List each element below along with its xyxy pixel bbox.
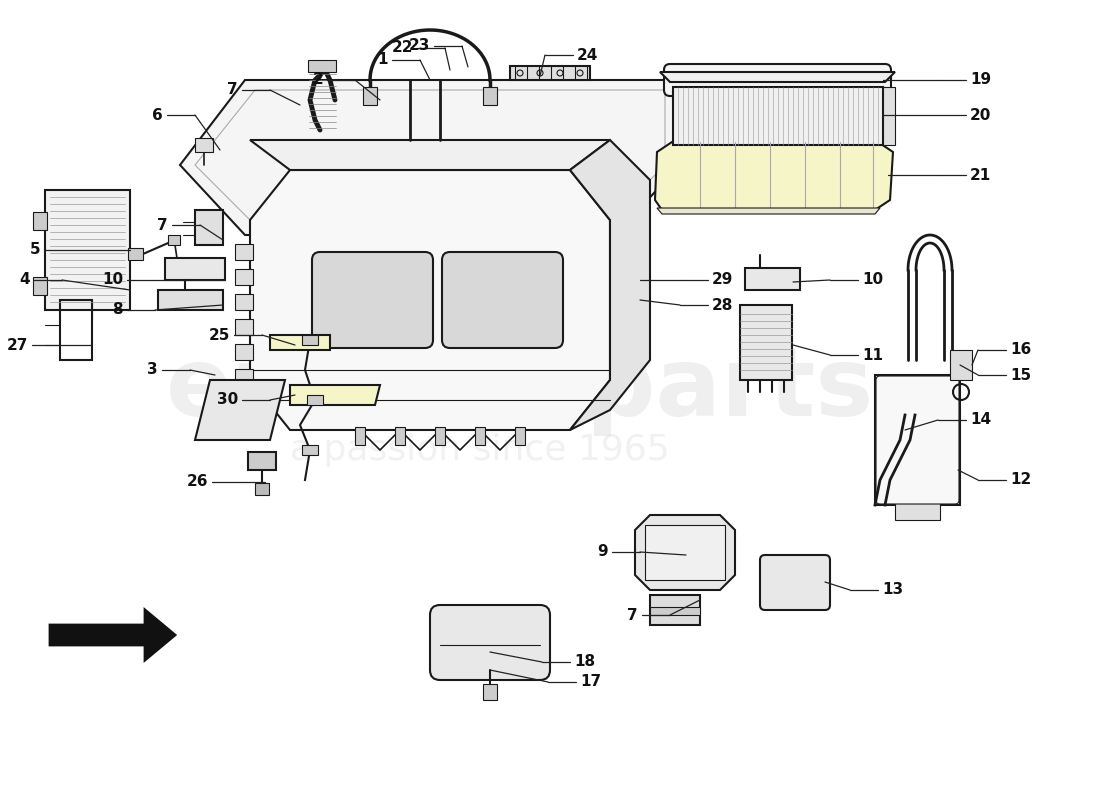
Polygon shape xyxy=(635,515,735,590)
Text: 29: 29 xyxy=(712,273,734,287)
Polygon shape xyxy=(250,170,611,430)
Bar xyxy=(745,268,800,290)
Bar xyxy=(165,258,226,280)
Bar xyxy=(302,335,318,345)
Bar xyxy=(158,290,223,310)
Text: 6: 6 xyxy=(152,107,163,122)
Bar xyxy=(60,300,92,360)
Bar xyxy=(255,483,270,495)
Bar xyxy=(363,87,377,105)
Bar xyxy=(235,319,253,335)
Bar xyxy=(395,427,405,445)
Text: 10: 10 xyxy=(102,273,123,287)
Polygon shape xyxy=(660,72,895,82)
Polygon shape xyxy=(290,385,380,405)
Text: 22: 22 xyxy=(392,41,412,55)
Bar xyxy=(168,235,180,245)
Bar xyxy=(302,445,318,455)
Bar xyxy=(33,277,47,295)
Bar xyxy=(235,294,253,310)
Text: 26: 26 xyxy=(187,474,208,490)
Bar xyxy=(650,607,700,615)
Bar xyxy=(483,87,497,105)
Text: 1: 1 xyxy=(377,53,388,67)
Bar xyxy=(195,138,213,152)
Bar xyxy=(895,503,940,520)
FancyBboxPatch shape xyxy=(430,605,550,680)
Text: 16: 16 xyxy=(1010,342,1032,358)
Text: 5: 5 xyxy=(30,242,40,258)
Polygon shape xyxy=(195,380,285,440)
Polygon shape xyxy=(570,140,650,430)
Bar xyxy=(355,427,365,445)
Bar xyxy=(475,427,485,445)
FancyBboxPatch shape xyxy=(664,64,891,96)
Bar xyxy=(33,212,47,230)
FancyBboxPatch shape xyxy=(312,252,433,348)
Text: 4: 4 xyxy=(20,273,30,287)
Text: 11: 11 xyxy=(862,347,883,362)
Bar xyxy=(434,427,446,445)
Text: 8: 8 xyxy=(112,302,123,318)
Text: a passion since 1965: a passion since 1965 xyxy=(290,433,670,467)
Bar xyxy=(883,87,895,145)
Text: 12: 12 xyxy=(1010,473,1032,487)
Bar xyxy=(308,60,336,72)
Text: 20: 20 xyxy=(970,107,991,122)
Text: 7: 7 xyxy=(228,82,238,98)
Bar xyxy=(45,190,130,310)
Bar xyxy=(248,452,276,470)
Text: 2: 2 xyxy=(312,73,323,87)
Text: 18: 18 xyxy=(574,654,595,670)
FancyBboxPatch shape xyxy=(442,252,563,348)
Text: 10: 10 xyxy=(862,273,883,287)
Bar xyxy=(510,66,590,80)
Text: 21: 21 xyxy=(970,167,991,182)
Text: 15: 15 xyxy=(1010,367,1031,382)
Text: 24: 24 xyxy=(578,47,598,62)
Polygon shape xyxy=(250,140,611,170)
Bar xyxy=(645,525,725,580)
Polygon shape xyxy=(50,610,175,660)
Polygon shape xyxy=(654,142,893,210)
Polygon shape xyxy=(180,80,680,235)
Text: 9: 9 xyxy=(597,545,608,559)
Polygon shape xyxy=(650,595,700,625)
Bar xyxy=(950,350,972,380)
Text: 27: 27 xyxy=(7,338,28,353)
Text: 30: 30 xyxy=(217,393,238,407)
Bar xyxy=(235,394,253,410)
Bar xyxy=(307,395,323,405)
Bar xyxy=(740,305,792,380)
Bar xyxy=(235,244,253,260)
Text: 14: 14 xyxy=(970,413,991,427)
Text: 17: 17 xyxy=(580,674,601,690)
Text: 25: 25 xyxy=(209,327,230,342)
Text: 13: 13 xyxy=(882,582,903,598)
Text: 19: 19 xyxy=(970,73,991,87)
Bar xyxy=(235,369,253,385)
Bar xyxy=(195,210,223,245)
FancyBboxPatch shape xyxy=(760,555,830,610)
Text: 7: 7 xyxy=(627,607,638,622)
Polygon shape xyxy=(270,335,330,350)
Bar xyxy=(673,87,883,145)
Bar xyxy=(235,344,253,360)
Text: 7: 7 xyxy=(157,218,168,233)
Bar xyxy=(515,427,525,445)
Bar xyxy=(128,248,143,260)
Bar xyxy=(483,684,497,700)
Text: 23: 23 xyxy=(408,38,430,54)
Text: eurocarparts: eurocarparts xyxy=(166,343,874,437)
FancyBboxPatch shape xyxy=(876,376,959,504)
Text: 3: 3 xyxy=(147,362,158,378)
Bar xyxy=(235,269,253,285)
Text: 28: 28 xyxy=(712,298,734,313)
Polygon shape xyxy=(657,208,880,214)
Bar xyxy=(874,375,960,505)
